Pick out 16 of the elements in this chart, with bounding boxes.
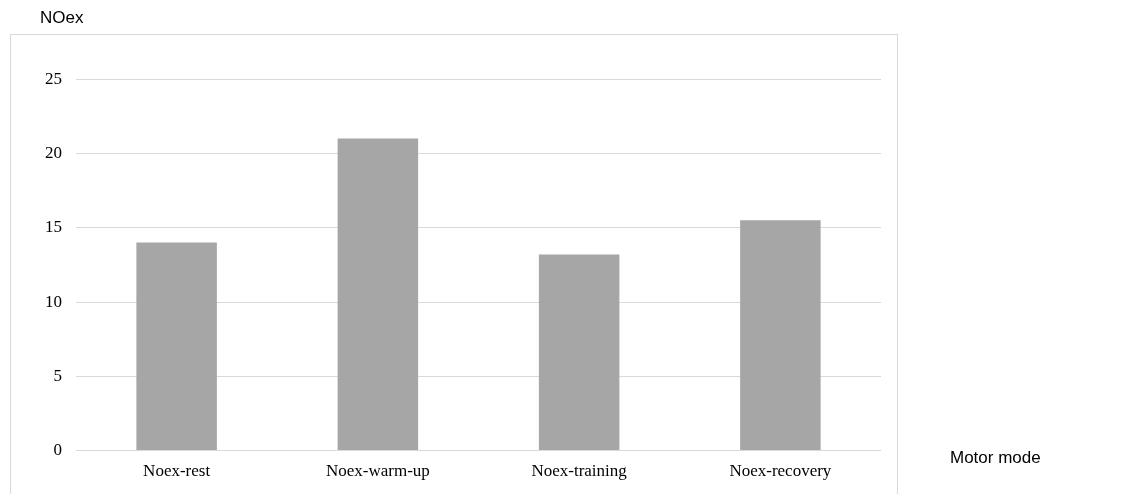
y-tick-label: 20 <box>45 142 62 162</box>
y-tick-label: 15 <box>45 217 62 237</box>
y-tick-label: 25 <box>45 68 62 88</box>
x-axis-title: Motor mode <box>950 448 1041 468</box>
bar <box>740 220 821 451</box>
y-axis-title: NOex <box>40 8 84 28</box>
y-tick-label: 5 <box>53 365 62 385</box>
x-tick-label: Noex-warm-up <box>325 461 430 481</box>
x-tick-label: Noex-rest <box>143 461 211 481</box>
y-tick-label: 10 <box>45 291 62 311</box>
y-tick-label: 0 <box>53 440 62 460</box>
bar <box>337 138 419 451</box>
bar <box>136 242 217 451</box>
x-tick-label: Noex-training <box>531 461 628 481</box>
bar <box>538 254 620 451</box>
x-tick-label: Noex-recovery <box>729 461 832 481</box>
